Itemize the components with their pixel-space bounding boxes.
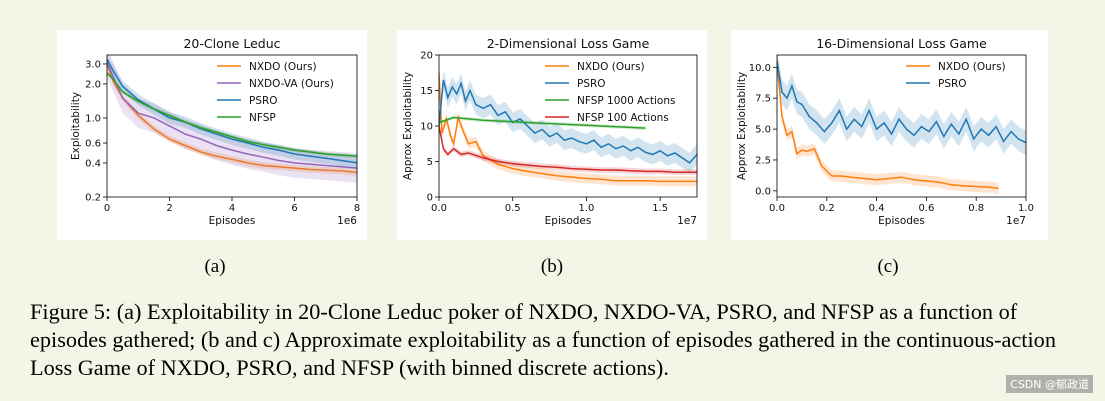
y-tick-label: 20: [420, 51, 433, 62]
chart-a-svg: 20-Clone Leduc 0 2 4 6 8 0.2 0.4 0.6 1.0 2.0 3.0 Epi…: [70, 36, 360, 227]
x-tick-label: 0.0: [431, 203, 447, 214]
legend-label: NXDO (Ours): [249, 61, 317, 73]
y-axis-label: Approx Exploitability: [736, 72, 748, 180]
x-axis-label: Episodes: [209, 215, 256, 227]
y-tick-label: 15: [420, 86, 433, 97]
legend-label: NFSP 1000 Actions: [577, 95, 675, 107]
x-tick-label: 0.2: [819, 203, 835, 214]
legend-label: NXDO-VA (Ours): [249, 78, 334, 90]
y-tick-label: 2.0: [85, 79, 101, 90]
legend-label: NXDO (Ours): [938, 61, 1006, 73]
watermark: CSDN @郁政道: [1006, 375, 1093, 393]
series-line-1: [107, 62, 357, 169]
y-tick-label: 0.4: [85, 158, 101, 169]
y-tick-label: 0.2: [85, 193, 101, 204]
plot-frame: [776, 54, 1027, 198]
series-band-1: [777, 55, 1026, 155]
x-tick-label: 1.5: [652, 203, 668, 214]
x-tick-label: 2: [166, 203, 172, 214]
chart-c-svg: 16-Dimensional Loss Game 0.0 0.2 0.4 0.6 0.8 1…: [736, 36, 1034, 227]
chart-16d-loss-game: 16-Dimensional Loss Game 0.0 0.2 0.4 0.6 0.8 1…: [731, 30, 1048, 240]
y-tick-label: 0.6: [85, 139, 101, 150]
series-line-3: [107, 72, 357, 157]
x-tick-label: 1.0: [578, 203, 594, 214]
sublabel-b: (b): [540, 256, 564, 277]
series-line-2: [439, 116, 646, 129]
series-band-1: [439, 69, 697, 173]
x-tick-label: 0.4: [869, 203, 885, 214]
y-tick-label: 0: [427, 193, 433, 204]
y-tick-label: 0.0: [755, 186, 771, 197]
y-tick-label: 2.5: [755, 155, 771, 166]
legend-label: NFSP: [249, 112, 276, 124]
x-scale-label: 1e7: [1006, 215, 1026, 227]
sublabel-a: (a): [204, 256, 226, 277]
series-line-2: [107, 58, 357, 164]
chart-b-svg: 2-Dimensional Loss Game 0.0 0.5 1.0 1.5 0 5 10 1…: [402, 36, 698, 227]
chart-title: 20-Clone Leduc: [183, 36, 280, 51]
y-tick-label: 10.0: [749, 63, 771, 74]
x-scale-label: 1e6: [337, 215, 357, 227]
series-line-1: [777, 61, 1026, 144]
x-axis-label: Episodes: [545, 215, 592, 227]
legend-label: PSRO: [249, 95, 278, 107]
y-tick-label: 1.0: [85, 113, 101, 124]
legend-label: NFSP 100 Actions: [577, 112, 669, 124]
chart-title: 2-Dimensional Loss Game: [487, 36, 650, 51]
sublabel-c: (c): [877, 256, 899, 277]
chart-title: 16-Dimensional Loss Game: [816, 36, 987, 51]
chart-2d-loss-game: 2-Dimensional Loss Game 0.0 0.5 1.0 1.5 0 5 10 1…: [397, 30, 707, 240]
x-tick-label: 0.6: [918, 203, 934, 214]
series-band-1: [107, 55, 357, 183]
legend-label: PSRO: [577, 78, 606, 90]
legend-label: PSRO: [938, 78, 967, 90]
chart-20-clone-leduc: 20-Clone Leduc 0 2 4 6 8 0.2 0.4 0.6 1.0 2.0 3.0 Epi…: [57, 30, 367, 240]
x-tick-label: 0.5: [505, 203, 521, 214]
series-line-1: [439, 79, 697, 164]
y-axis-label: Approx Exploitability: [402, 72, 414, 180]
y-tick-label: 3.0: [85, 59, 101, 70]
x-axis-label: Episodes: [878, 215, 925, 227]
x-tick-label: 0.0: [769, 203, 785, 214]
x-tick-label: 1.0: [1018, 203, 1034, 214]
x-tick-label: 8: [354, 203, 360, 214]
y-tick-label: 5: [427, 157, 433, 168]
x-tick-label: 6: [291, 203, 297, 214]
series-line-0: [777, 61, 999, 190]
x-tick-label: 0.8: [968, 203, 984, 214]
figure-caption: Figure 5: (a) Exploitability in 20-Clone…: [30, 299, 1056, 380]
series-line-0: [439, 72, 697, 183]
legend-label: NXDO (Ours): [577, 61, 645, 73]
x-tick-label: 0: [104, 203, 110, 214]
y-tick-label: 10: [420, 122, 433, 133]
y-tick-label: 5.0: [755, 125, 771, 136]
y-tick-label: 7.5: [755, 94, 771, 105]
x-scale-label: 1e7: [677, 215, 697, 227]
series-band-2: [107, 55, 357, 169]
y-axis-label: Exploitability: [70, 92, 82, 160]
series-line-3: [439, 125, 697, 173]
series-line-0: [107, 63, 357, 174]
x-tick-label: 4: [229, 203, 235, 214]
